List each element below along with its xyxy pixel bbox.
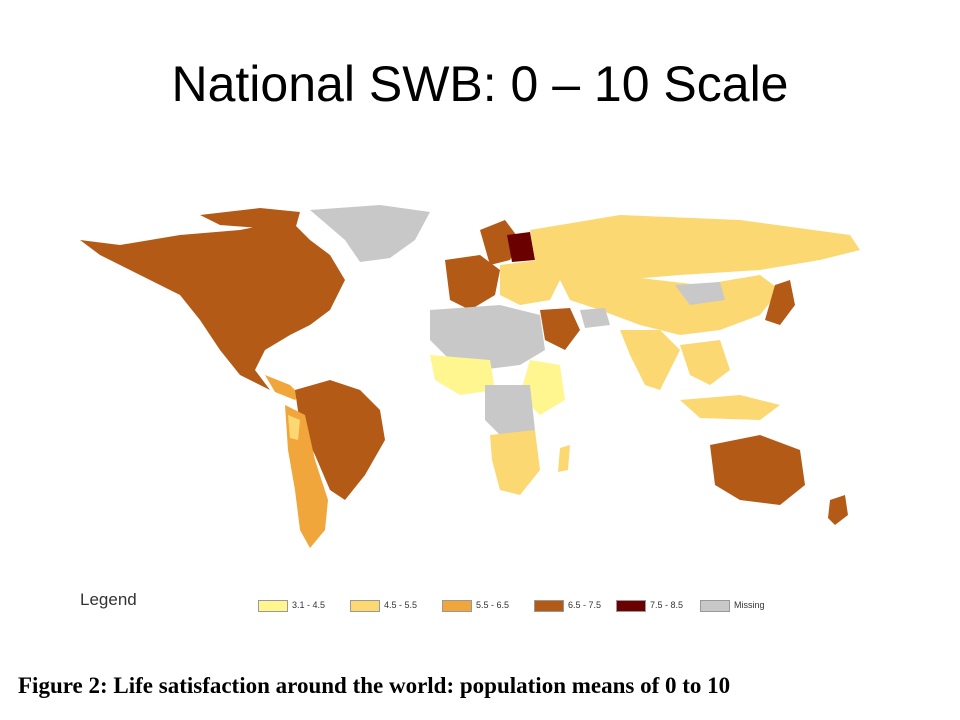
legend-swatch (700, 600, 730, 612)
region-arabia (540, 308, 580, 350)
region-central-america (265, 375, 300, 400)
region-indonesia (680, 395, 780, 420)
region-india (620, 330, 680, 390)
legend-swatch (616, 600, 646, 612)
region-europe-east (500, 260, 560, 305)
region-canada-arctic (200, 208, 300, 230)
region-europe-west (445, 255, 500, 310)
region-greenland (310, 205, 430, 262)
legend-swatch (350, 600, 380, 612)
legend-label: 5.5 - 6.5 (476, 600, 510, 610)
world-map (60, 200, 865, 555)
region-mongolia (675, 282, 725, 305)
legend-label: 7.5 - 8.5 (650, 600, 684, 610)
region-south-america-andes (288, 415, 300, 440)
region-finland-denmark (507, 232, 535, 262)
region-southeast-asia (680, 340, 730, 385)
region-africa-north (430, 305, 545, 370)
region-africa-west (430, 355, 495, 395)
legend-swatch (258, 600, 288, 612)
region-africa-south (490, 430, 540, 495)
figure-caption: Figure 2: Life satisfaction around the w… (18, 673, 731, 698)
region-central-asia (560, 275, 780, 335)
region-north-america (80, 220, 345, 390)
region-africa-central (485, 385, 535, 440)
slide-title: National SWB: 0 – 10 Scale (171, 56, 789, 112)
legend-title: Legend (80, 590, 137, 609)
legend-swatch (442, 600, 472, 612)
region-scandinavia (480, 220, 520, 265)
legend-label: 6.5 - 7.5 (568, 600, 602, 610)
region-japan (765, 280, 795, 325)
legend-swatch (534, 600, 564, 612)
legend-label: Missing (734, 600, 765, 610)
legend-label: 4.5 - 5.5 (384, 600, 418, 610)
region-south-america-west (285, 405, 328, 548)
region-south-america-north (295, 380, 385, 500)
region-australia (710, 435, 805, 505)
region-middle-east-missing (580, 308, 610, 328)
region-madagascar (558, 445, 570, 472)
region-russia (530, 215, 860, 280)
legend-label: 3.1 - 4.5 (292, 600, 326, 610)
region-new-zealand (828, 495, 848, 525)
